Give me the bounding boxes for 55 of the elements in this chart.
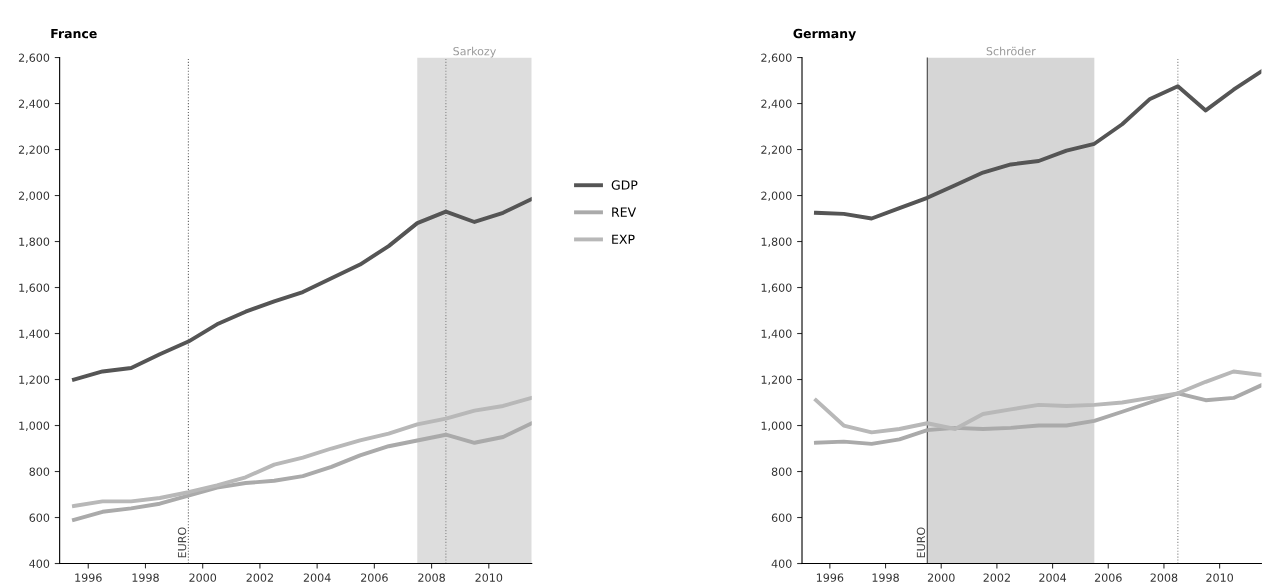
x-tick-label: 2010: [475, 573, 503, 582]
x-tick-label: 2000: [189, 573, 217, 582]
y-tick-label: 1,200: [761, 375, 792, 386]
chart-title: Germany: [793, 28, 856, 41]
x-tick-label: 1998: [872, 573, 899, 582]
x-tick-label: 2010: [1206, 573, 1234, 582]
y-tick-label: 400: [771, 559, 792, 568]
x-tick-label: 2004: [303, 573, 331, 582]
y-tick-label: 2,000: [18, 191, 50, 202]
y-tick-label: 1,000: [761, 421, 792, 432]
x-tick-label: 2006: [361, 573, 388, 582]
y-tick-label: 1,800: [761, 237, 792, 248]
ref-line-label: EURO: [177, 527, 187, 558]
x-tick-label: 1998: [132, 573, 159, 582]
legend-label: GDP: [611, 180, 638, 190]
x-tick-label: 2008: [1150, 573, 1178, 582]
y-tick-label: 2,000: [761, 191, 792, 202]
y-tick-label: 600: [29, 513, 50, 522]
y-tick-label: 1,200: [19, 375, 50, 386]
y-tick-label: 400: [29, 559, 50, 568]
x-tick-label: 1996: [816, 573, 844, 582]
ref-line-label: EURO: [916, 527, 926, 558]
chart-title: France: [51, 28, 97, 39]
line-series: [72, 197, 532, 382]
line-series: [813, 69, 1262, 221]
x-tick-label: 2000: [927, 573, 955, 582]
y-tick-label: 1,400: [761, 329, 792, 340]
x-tick-label: 2004: [1039, 573, 1067, 582]
line-series: [72, 421, 532, 522]
y-tick-label: 800: [29, 467, 50, 476]
x-tick-label: 2006: [1094, 573, 1122, 582]
y-tick-label: 1,600: [761, 283, 792, 294]
line-series: [72, 395, 532, 508]
band-label: Schröder: [986, 46, 1036, 56]
line-series: [813, 383, 1262, 446]
line-series: [813, 369, 1262, 435]
y-tick-label: 2,400: [761, 99, 792, 110]
y-tick-label: 1,400: [19, 329, 50, 340]
y-tick-label: 1,600: [19, 283, 50, 294]
x-tick-label: 1996: [75, 573, 102, 582]
y-tick-label: 800: [771, 467, 792, 476]
x-tick-label: 2008: [418, 573, 445, 582]
x-tick-label: 2002: [246, 573, 273, 582]
legend-label: EXP: [612, 234, 635, 244]
y-tick-label: 600: [771, 513, 792, 522]
legend-label: REV: [612, 207, 637, 217]
y-tick-label: 2,200: [761, 145, 792, 156]
y-tick-label: 1,800: [19, 237, 50, 248]
band-label: Sarkozy: [453, 46, 496, 58]
y-tick-label: 2,600: [761, 53, 792, 64]
y-tick-label: 2,600: [18, 53, 50, 64]
y-tick-label: 2,200: [18, 145, 50, 156]
x-tick-label: 2002: [983, 573, 1010, 582]
y-tick-label: 1,000: [19, 421, 50, 432]
y-tick-label: 2,400: [18, 99, 50, 110]
